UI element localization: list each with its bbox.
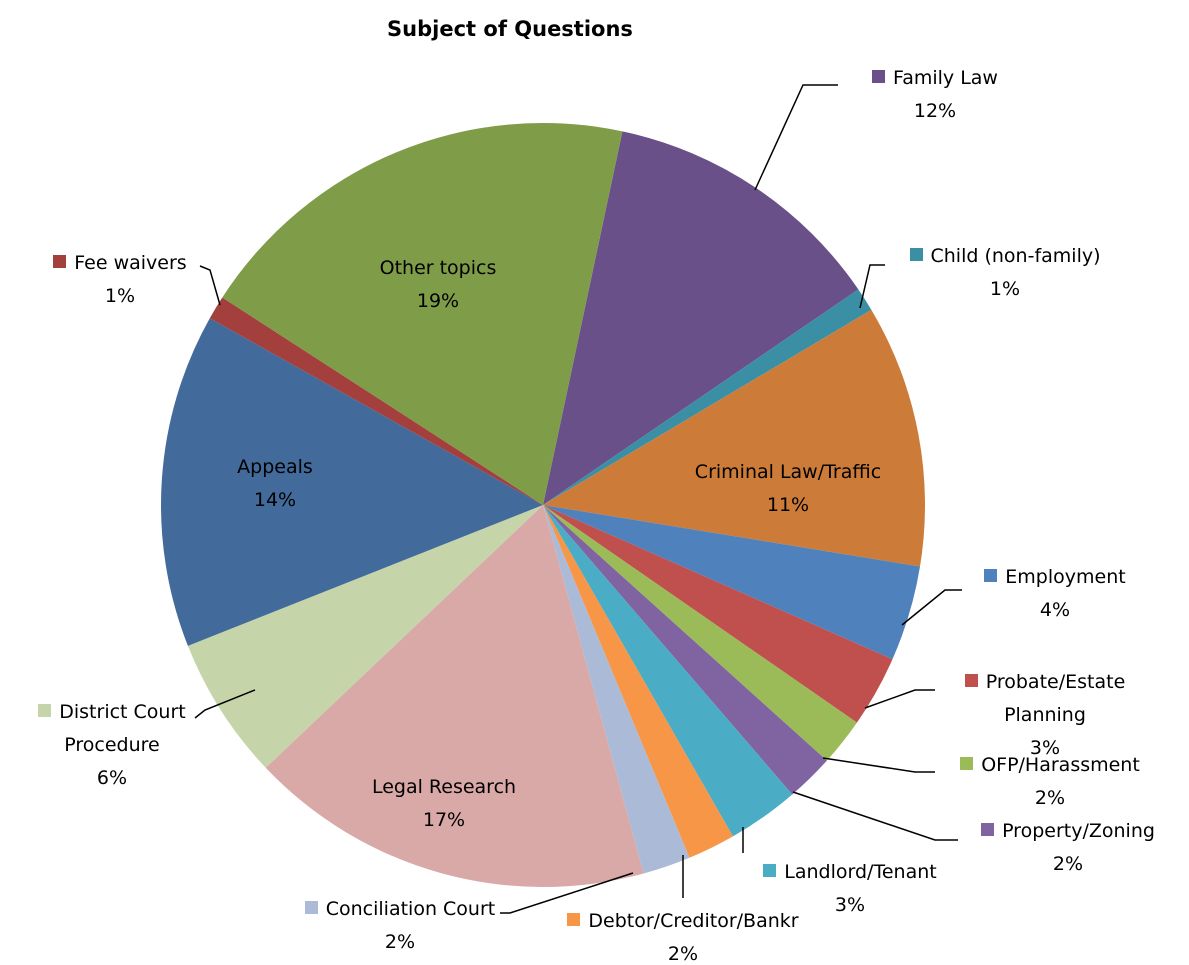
legend-swatch — [984, 569, 998, 582]
legend-swatch — [960, 757, 974, 770]
category-label: Criminal Law/Traffic — [694, 461, 882, 483]
slice-label: Probate/Estate Planning 3% — [950, 666, 1140, 765]
category-label: Property/Zoning — [1002, 820, 1155, 842]
category-label: Other topics — [379, 257, 497, 279]
value-label: 2% — [384, 931, 416, 953]
value-label: 19% — [416, 290, 460, 312]
category-label: Conciliation Court — [325, 898, 496, 920]
pie-slice — [187, 505, 543, 768]
value-label: 12% — [913, 100, 957, 122]
legend-swatch — [872, 70, 886, 83]
leader-line — [901, 589, 962, 626]
slice-label: Other topics 19% — [338, 252, 538, 318]
slice-label: Legal Research 17% — [324, 771, 564, 837]
slice-label: Appeals 14% — [200, 451, 350, 517]
slice-label: Employment 4% — [955, 561, 1155, 627]
pie-slice — [543, 505, 827, 795]
category-label: Appeals — [237, 456, 313, 478]
slice-label: Criminal Law/Traffic 11% — [658, 456, 918, 522]
value-label: 11% — [766, 494, 810, 516]
legend-swatch — [964, 674, 978, 687]
pie-slice — [543, 505, 893, 723]
leader-line — [859, 264, 885, 309]
pie-slice — [543, 505, 733, 858]
pie-slice — [543, 505, 793, 837]
pie-slice — [543, 289, 872, 505]
value-label: 1% — [104, 285, 136, 307]
value-label: 3% — [834, 894, 866, 916]
legend-swatch — [38, 704, 52, 717]
category-label: Debtor/Creditor/Bankr — [588, 910, 799, 932]
pie-slice — [161, 318, 543, 646]
pie-slice — [543, 131, 859, 506]
leader-line — [864, 689, 935, 709]
category-label: Fee waivers — [74, 252, 187, 274]
value-label: 4% — [1039, 599, 1071, 621]
pie-slice — [543, 505, 690, 874]
value-label: 2% — [1052, 853, 1084, 875]
pie-slice — [265, 505, 644, 887]
pie-slice — [543, 505, 857, 761]
category-label: OFP/Harassment — [981, 754, 1140, 776]
leader-line — [199, 265, 221, 306]
value-label: 17% — [422, 809, 466, 831]
value-label: 2% — [667, 943, 699, 965]
legend-swatch — [763, 864, 777, 877]
pie-slice — [543, 505, 921, 660]
category-label: Employment — [1005, 566, 1126, 588]
legend-swatch — [53, 255, 67, 268]
leader-line — [754, 84, 838, 191]
category-label: Landlord/Tenant — [784, 861, 937, 883]
slice-label: Family Law 12% — [835, 62, 1035, 128]
slice-label: OFP/Harassment 2% — [930, 749, 1170, 815]
leader-line — [194, 689, 256, 719]
leader-line — [792, 791, 958, 841]
chart-title: Subject of Questions — [387, 17, 633, 41]
value-label: 1% — [989, 278, 1021, 300]
legend-swatch — [567, 913, 581, 926]
pie-slice — [543, 309, 926, 567]
category-label: Probate/Estate Planning — [985, 671, 1126, 726]
leader-lines — [194, 84, 962, 914]
slice-label: Conciliation Court 2% — [270, 893, 530, 959]
pie-slice — [222, 123, 623, 506]
category-label: District Court Procedure — [59, 701, 186, 756]
value-label: 3% — [1029, 737, 1061, 759]
value-label: 14% — [253, 489, 297, 511]
value-label: 6% — [96, 767, 128, 789]
leader-line — [822, 757, 935, 773]
slice-label: Debtor/Creditor/Bankr 2% — [533, 905, 833, 965]
legend-swatch — [981, 823, 995, 836]
value-label: 2% — [1034, 787, 1066, 809]
legend-swatch — [304, 901, 318, 914]
slice-label: Fee waivers 1% — [20, 247, 220, 313]
legend-swatch — [909, 248, 923, 261]
category-label: Legal Research — [371, 776, 517, 798]
category-label: Child (non-family) — [930, 245, 1101, 267]
leader-line — [500, 872, 634, 914]
slice-label: District Court Procedure 6% — [2, 696, 222, 795]
slice-label: Property/Zoning 2% — [958, 815, 1178, 881]
slice-label: Landlord/Tenant 3% — [730, 856, 970, 922]
slice-label: Child (non-family) 1% — [865, 240, 1145, 306]
slices — [161, 123, 926, 887]
pie-slice — [209, 297, 544, 505]
category-label: Family Law — [893, 67, 998, 89]
